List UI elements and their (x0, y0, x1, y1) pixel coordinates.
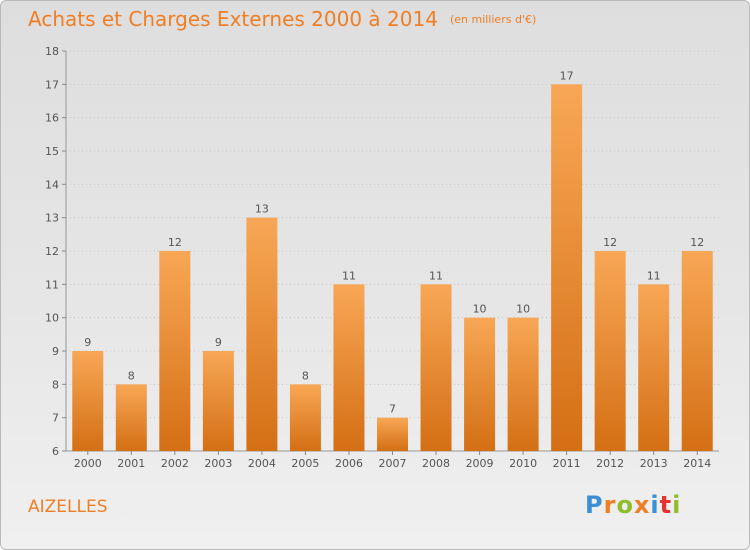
logo-letter: r (603, 491, 617, 519)
bar (594, 251, 626, 451)
logo-letter: t (659, 491, 673, 519)
bar (115, 384, 147, 451)
data-label: 13 (255, 203, 269, 216)
logo-letter: P (585, 491, 604, 519)
y-tick-label: 13 (45, 212, 59, 225)
x-tick-label: 2012 (596, 457, 624, 470)
data-label: 11 (429, 269, 443, 282)
bar (420, 284, 452, 451)
data-label: 17 (560, 69, 574, 82)
data-label: 9 (215, 336, 222, 349)
chart-title: Achats et Charges Externes 2000 à 2014 (e… (28, 7, 536, 31)
bar (72, 351, 104, 451)
x-tick-label: 2005 (291, 457, 319, 470)
y-tick-label: 11 (45, 278, 59, 291)
bar (202, 351, 234, 451)
y-tick-label: 18 (45, 45, 59, 58)
bar (159, 251, 191, 451)
logo-letter: i (672, 491, 682, 519)
proxiti-logo[interactable]: Proxiti (585, 491, 681, 519)
x-tick-label: 2008 (422, 457, 450, 470)
bar (289, 384, 321, 451)
bar (246, 217, 278, 451)
data-label: 10 (516, 303, 530, 316)
data-label: 12 (603, 236, 617, 249)
x-tick-label: 2010 (509, 457, 537, 470)
data-label: 8 (128, 369, 135, 382)
bar (551, 84, 583, 451)
y-tick-label: 6 (52, 445, 59, 458)
data-label: 10 (473, 303, 487, 316)
y-tick-label: 9 (52, 345, 59, 358)
data-label: 11 (342, 269, 356, 282)
bar (681, 251, 713, 451)
data-label: 12 (690, 236, 704, 249)
x-tick-label: 2013 (640, 457, 668, 470)
y-tick-label: 12 (45, 245, 59, 258)
bar (638, 284, 670, 451)
logo-letter: o (616, 491, 634, 519)
x-tick-label: 2014 (683, 457, 711, 470)
bar (464, 317, 496, 451)
x-tick-label: 2003 (204, 457, 232, 470)
y-tick-label: 16 (45, 112, 59, 125)
x-tick-label: 2000 (74, 457, 102, 470)
x-tick-label: 2006 (335, 457, 363, 470)
x-tick-label: 2009 (466, 457, 494, 470)
data-label: 7 (389, 403, 396, 416)
logo-letter: x (633, 491, 651, 519)
x-tick-label: 2002 (161, 457, 189, 470)
x-tick-label: 2007 (379, 457, 407, 470)
x-tick-label: 2011 (553, 457, 581, 470)
commune-name: AIZELLES (28, 497, 108, 517)
data-label: 9 (84, 336, 91, 349)
bar (507, 317, 539, 451)
y-tick-label: 17 (45, 78, 59, 91)
data-label: 11 (647, 269, 661, 282)
y-tick-label: 15 (45, 145, 59, 158)
data-label: 12 (168, 236, 182, 249)
title-text: Achats et Charges Externes 2000 à 2014 (28, 7, 438, 31)
unit-label: (en milliers d'€) (449, 13, 537, 26)
bar (333, 284, 365, 451)
bar (377, 417, 408, 451)
data-label: 8 (302, 369, 309, 382)
y-tick-label: 8 (52, 378, 59, 391)
x-tick-label: 2004 (248, 457, 276, 470)
y-tick-label: 10 (45, 312, 59, 325)
y-tick-label: 14 (45, 178, 59, 191)
logo-letter: i (650, 491, 660, 519)
x-tick-label: 2001 (117, 457, 145, 470)
y-tick-label: 7 (52, 412, 59, 425)
